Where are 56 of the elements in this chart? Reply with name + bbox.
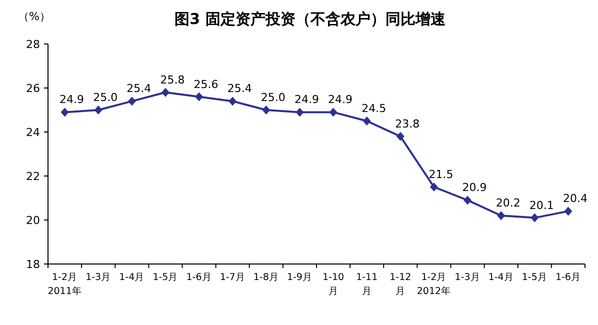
point bbox=[497, 211, 506, 220]
data-label: 25.0 bbox=[93, 91, 118, 104]
point bbox=[329, 108, 338, 117]
y-tick-label: 28 bbox=[26, 38, 40, 51]
point bbox=[396, 132, 404, 141]
point bbox=[161, 88, 170, 97]
data-label: 20.4 bbox=[562, 192, 588, 206]
x-tick-label: 1-4月 bbox=[119, 272, 145, 283]
x-tick-label: 1-12 月 bbox=[390, 272, 412, 297]
x-tick-label: 1-10 月 bbox=[322, 272, 344, 297]
point bbox=[262, 106, 270, 114]
data-label: 24.9 bbox=[60, 93, 84, 106]
x-tick-label: 1-3月 bbox=[86, 272, 112, 283]
data-label: 25.4 bbox=[126, 82, 152, 96]
point bbox=[464, 196, 472, 205]
y-tick-label: 22 bbox=[26, 170, 40, 183]
x-tick-label: 1-6月 bbox=[186, 272, 212, 283]
x-tick-label: 1-6月 bbox=[555, 272, 581, 283]
point bbox=[564, 206, 572, 216]
point bbox=[530, 213, 539, 222]
x-tick-label: 1-7月 bbox=[220, 272, 246, 283]
data-label: 25.0 bbox=[260, 91, 286, 104]
data-label: 24.9 bbox=[328, 93, 353, 106]
y-axis-title: （%） bbox=[18, 10, 50, 23]
point bbox=[362, 116, 371, 126]
data-label: 24.9 bbox=[294, 93, 319, 106]
point bbox=[228, 96, 237, 106]
y-tick-label: 26 bbox=[26, 82, 40, 95]
x-tick-label: 1-2月 2011年 bbox=[48, 272, 82, 297]
x-tick-label: 1-8月 bbox=[253, 272, 279, 283]
x-tick-label: 1-3月 bbox=[454, 272, 480, 283]
data-label: 25.8 bbox=[160, 73, 185, 86]
point bbox=[60, 108, 69, 117]
data-label: 25.6 bbox=[194, 78, 218, 91]
point bbox=[195, 92, 204, 102]
point bbox=[94, 106, 102, 114]
x-tick-label: 1-4月 bbox=[488, 272, 514, 283]
x-tick-label: 1-5月 bbox=[152, 272, 178, 283]
data-label: 20.2 bbox=[496, 196, 520, 210]
x-tick-label: 1-5月 bbox=[522, 272, 548, 283]
y-tick-label: 18 bbox=[26, 258, 40, 271]
point bbox=[128, 96, 136, 106]
chart-title: 图3 固定资产投资（不含农户）同比增速 bbox=[174, 10, 446, 28]
data-label: 25.4 bbox=[227, 82, 252, 96]
data-label: 24.5 bbox=[362, 102, 386, 115]
y-tick-label: 24 bbox=[26, 126, 40, 139]
data-label: 21.5 bbox=[428, 168, 454, 181]
point bbox=[296, 108, 304, 117]
point bbox=[430, 182, 438, 192]
data-label: 23.8 bbox=[395, 117, 420, 130]
x-tick-label: 1-11 月 bbox=[356, 272, 378, 297]
x-tick-label: 1-2月 2012年 bbox=[416, 272, 452, 297]
x-tick-label: 1-9月 bbox=[286, 272, 312, 283]
data-label: 20.9 bbox=[462, 181, 487, 194]
y-tick-label: 20 bbox=[26, 214, 40, 227]
data-label: 20.1 bbox=[529, 198, 554, 212]
